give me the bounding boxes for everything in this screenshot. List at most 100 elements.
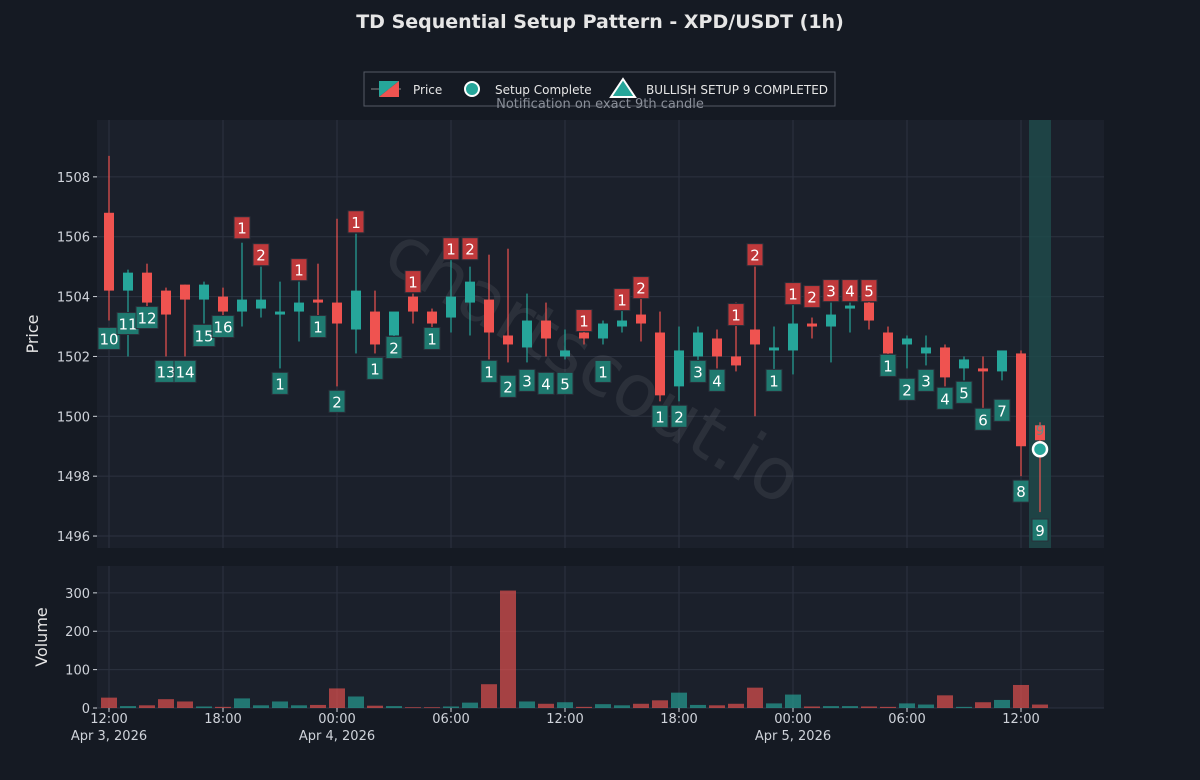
td-count-text: 1 <box>484 363 494 381</box>
volume-bar <box>766 703 782 708</box>
td-count-badge <box>575 309 593 333</box>
volume-bar <box>329 688 345 708</box>
volume-bar <box>215 706 231 708</box>
td-count-text: 2 <box>503 378 513 396</box>
td-count-text: 1 <box>313 319 323 337</box>
td-count-text: 3 <box>826 283 836 301</box>
candle-body <box>123 272 133 291</box>
td-count-text: 1 <box>351 214 361 232</box>
td-count-badge <box>860 279 878 303</box>
td-count-text: 1 <box>579 313 589 331</box>
td-count-badge <box>917 368 935 392</box>
volume-bar <box>861 706 877 708</box>
td-count-text: 5 <box>864 283 874 301</box>
candle-body <box>351 290 361 330</box>
td-count-badge <box>765 368 783 392</box>
candle-body <box>218 296 228 312</box>
td-count-text: 4 <box>712 372 722 390</box>
candle-body <box>142 272 152 303</box>
td-count-badge <box>499 374 517 398</box>
time-tick-label: 18:00 <box>660 712 697 727</box>
td-count-badge <box>784 282 802 306</box>
td-count-text: 1 <box>275 375 285 393</box>
td-count-badge <box>841 279 859 303</box>
volume-bar <box>652 700 668 708</box>
volume-bar <box>994 699 1010 708</box>
td-count-badge <box>936 386 954 410</box>
volume-bar <box>880 706 896 708</box>
td-count-badge <box>97 326 121 350</box>
volume-panel <box>97 566 1104 708</box>
legend-setup-complete-icon <box>464 81 480 97</box>
td-count-badge <box>173 359 197 383</box>
candle-body <box>940 347 950 378</box>
setup-highlight-band <box>1029 120 1051 548</box>
td-count-badge <box>746 243 764 267</box>
time-tick-date-label: Apr 4, 2026 <box>299 729 375 744</box>
td-count-badge <box>822 279 840 303</box>
candle-body <box>712 338 722 357</box>
td-count-text: 2 <box>465 241 475 259</box>
candle-body <box>427 311 437 324</box>
legend-box <box>363 71 836 107</box>
td-count-badge <box>594 359 612 383</box>
td-count-text: 16 <box>213 319 232 337</box>
td-count-text: 15 <box>194 327 213 345</box>
td-count-badge <box>442 237 460 261</box>
td-count-text: 4 <box>845 283 855 301</box>
td-count-badge <box>974 407 992 431</box>
volume-tick-label: 0 <box>82 702 90 717</box>
candle-body <box>180 284 190 300</box>
price-tick-label: 1500 <box>57 410 90 425</box>
setup-highlight-label: 9 <box>1036 424 1044 439</box>
candle-body <box>161 290 171 315</box>
candle-body <box>864 302 874 321</box>
time-tick-label: 06:00 <box>432 712 469 727</box>
td-count-text: 6 <box>978 411 988 429</box>
candle-body <box>655 332 665 396</box>
candle-body <box>522 320 532 348</box>
volume-bar <box>614 705 630 708</box>
td-count-text: 2 <box>807 289 817 307</box>
grid-lines <box>97 120 1104 709</box>
td-count-text: 1 <box>598 363 608 381</box>
candle-body <box>883 332 893 354</box>
volume-tick-label: 100 <box>65 664 90 679</box>
td-count-badge <box>879 353 897 377</box>
candle-body <box>541 320 551 339</box>
volume-bar <box>956 706 972 708</box>
td-count-text: 2 <box>389 339 399 357</box>
volume-bar <box>348 696 364 708</box>
chart-title: TD Sequential Setup Pattern - XPD/USDT (… <box>356 11 844 33</box>
td-count-text: 1 <box>617 292 627 310</box>
candle-body <box>332 302 342 324</box>
td-count-badge <box>993 398 1011 422</box>
candle-body <box>750 329 760 345</box>
td-count-text: 12 <box>137 310 156 328</box>
volume-bar <box>975 702 991 708</box>
candle-body <box>978 368 988 372</box>
td-count-text: 10 <box>99 330 118 348</box>
candle-body <box>902 338 912 345</box>
price-tick-label: 1504 <box>57 291 90 306</box>
td-count-text: 2 <box>674 408 684 426</box>
volume-bar <box>462 702 478 708</box>
price-axis-label: Price <box>23 314 42 353</box>
candle-body <box>598 323 608 339</box>
td-count-badge <box>366 356 384 380</box>
td-count-badge <box>233 216 251 240</box>
candle-body <box>788 323 798 351</box>
candle-body <box>408 296 418 312</box>
td-count-text: 1 <box>655 408 665 426</box>
td-count-badge <box>404 270 422 294</box>
candle-body <box>959 359 969 369</box>
td-count-text: 1 <box>731 307 741 325</box>
candle-body <box>275 311 285 315</box>
volume-bar <box>1013 684 1029 708</box>
td-count-text: 1 <box>294 262 304 280</box>
volume-bars <box>101 590 1048 708</box>
volume-bar <box>291 705 307 708</box>
volume-bar <box>785 694 801 708</box>
td-count-text: 2 <box>636 280 646 298</box>
volume-bar <box>1032 704 1048 708</box>
